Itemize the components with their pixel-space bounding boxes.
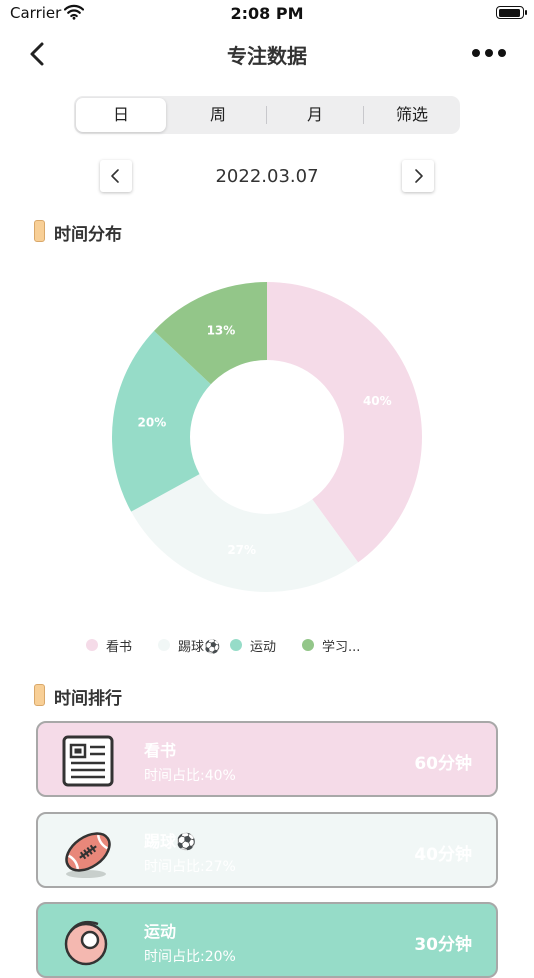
ranking-ratio: 时间占比:20% [144,949,236,965]
section-marker [34,684,45,706]
ranking-card[interactable]: 看书 时间占比:40% 60分钟 [36,721,498,797]
distribution-title: 时间分布 [54,225,122,245]
back-button[interactable] [26,38,54,70]
ranking-card[interactable]: 运动 时间占比:20% 30分钟 [36,902,498,978]
slice-label-3: 13% [207,324,236,338]
time-distribution-chart: 40% 27% 20% 13% [112,282,422,592]
segment-divider [266,106,267,124]
legend-swatch [230,639,242,651]
ranking-time: 30分钟 [414,935,472,955]
prev-date-button[interactable] [100,160,132,192]
legend-label: 踢球⚽ [178,640,221,655]
tab-day[interactable]: 日 [76,98,166,132]
status-time: 2:08 PM [230,4,304,23]
more-dot-icon [498,49,506,57]
section-marker [34,220,45,242]
tab-month[interactable]: 月 [306,105,323,124]
navigation-bar: 专注数据 [0,32,534,78]
ranking-time: 40分钟 [414,845,472,865]
chevron-left-icon [111,169,119,183]
wifi-icon [63,4,85,24]
legend-label: 学习... [322,640,361,655]
ranking-title: 时间排行 [54,689,122,709]
legend-swatch [86,639,98,651]
ranking-ratio: 时间占比:40% [144,768,236,784]
donut-slice-1[interactable] [131,474,359,592]
sport-icon [64,921,108,966]
slice-label-1: 27% [227,543,256,557]
tab-week[interactable]: 周 [209,105,226,124]
segment-divider [363,106,364,124]
legend-label: 运动 [250,640,277,655]
more-dot-icon [485,49,493,57]
donut-slice-0[interactable] [267,282,422,563]
legend-label: 看书 [106,640,133,655]
legend-swatch [302,639,314,651]
chevron-left-icon [30,42,44,66]
more-dot-icon [472,49,480,57]
battery-icon [496,6,527,19]
donut-slice-3[interactable] [154,282,267,385]
date-selector: 2022.03.07 [0,160,534,194]
ranking-name: 运动 [144,922,177,941]
chevron-right-icon [415,169,423,183]
legend-swatch [158,639,170,651]
page-title: 专注数据 [227,44,307,68]
current-date: 2022.03.07 [215,166,319,187]
ranking-name: 看书 [144,741,177,760]
more-button[interactable] [472,46,506,60]
ranking-name: 踢球⚽ [144,832,196,851]
slice-label-0: 40% [363,394,392,408]
newspaper-icon [62,735,114,787]
tab-filter[interactable]: 筛选 [395,105,428,124]
ranking-ratio: 时间占比:27% [144,859,236,875]
slice-label-2: 20% [138,415,167,429]
next-date-button[interactable] [402,160,434,192]
ranking-time: 60分钟 [414,754,472,774]
donut-slice-2[interactable] [112,330,211,512]
period-segmented-control: 日 周 月 筛选 [74,96,460,134]
ranking-card[interactable]: 踢球⚽ 时间占比:27% 40分钟 [36,812,498,888]
carrier-label: Carrier [10,4,62,22]
football-icon [65,832,111,878]
status-bar: Carrier 2:08 PM [0,0,534,28]
